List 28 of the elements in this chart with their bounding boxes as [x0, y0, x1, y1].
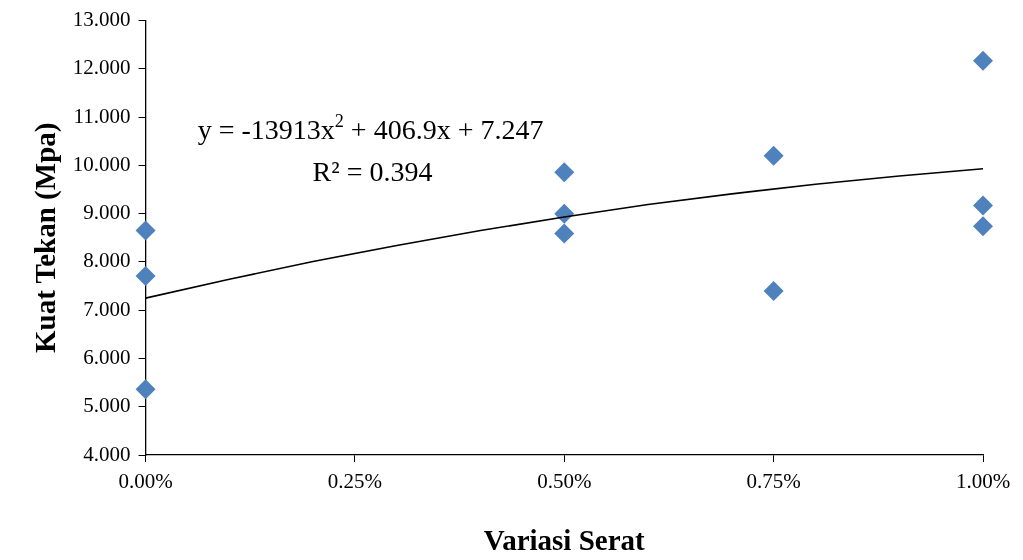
x-tick-label: 1.00%: [955, 469, 1011, 494]
point: [763, 145, 784, 166]
y-tick-label: 4.000: [83, 441, 131, 466]
y-tick-label: 9.000: [83, 200, 131, 225]
point: [135, 265, 156, 286]
y-tick-label: 12.000: [72, 55, 131, 80]
y-tick-label: 5.000: [83, 393, 131, 418]
y-tick-label: 7.000: [83, 296, 131, 321]
point: [763, 280, 784, 301]
point: [554, 162, 575, 183]
x-axis-title: Variasi Serat: [483, 524, 646, 557]
y-axis-title: Kuat Tekan (Mpa): [28, 122, 62, 354]
x-tick-label: 0.50%: [537, 469, 592, 494]
x-tick-label: 0.00%: [118, 469, 173, 494]
x-tick-label: 0.25%: [327, 469, 383, 494]
y-tick-label: 10.000: [72, 151, 131, 176]
point: [135, 379, 156, 400]
y-tick-label: 8.000: [83, 248, 131, 273]
y-tick-label: 11.000: [73, 103, 131, 128]
point: [135, 220, 156, 241]
point: [973, 216, 993, 237]
y-tick-label: 13.000: [72, 7, 131, 32]
y-tick-label: 6.000: [83, 344, 131, 369]
annotation: R² = 0.394: [312, 155, 433, 187]
point: [554, 223, 575, 244]
point: [973, 50, 993, 71]
x-tick-label: 0.75%: [746, 469, 801, 494]
point: [973, 195, 993, 216]
